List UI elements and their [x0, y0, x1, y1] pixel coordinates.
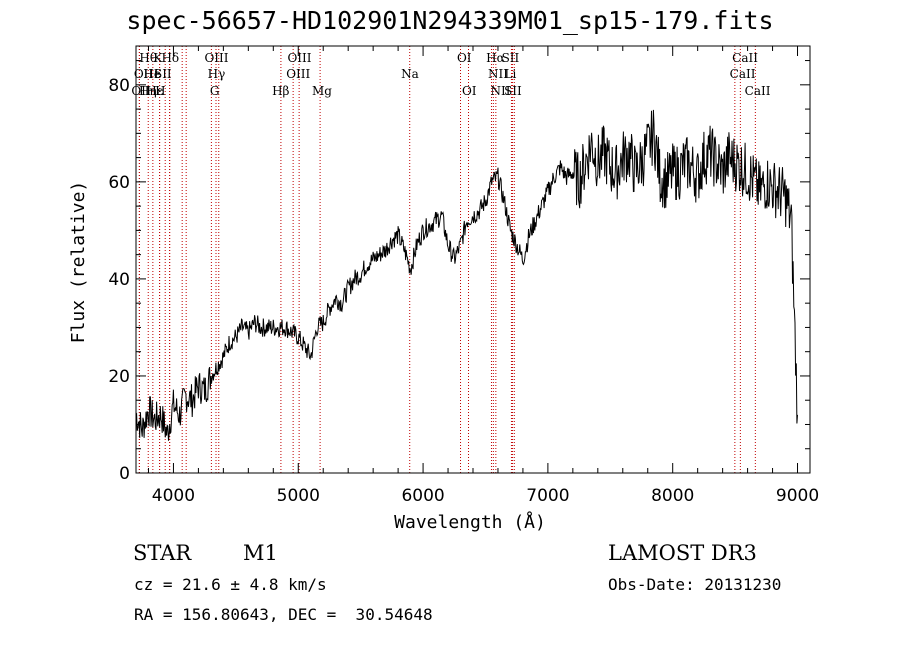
line-label-20: OI — [462, 84, 477, 98]
line-label-0: Hθ — [139, 51, 157, 65]
line-label-17: Mg — [312, 84, 332, 98]
y-axis-label: Flux (relative) — [68, 181, 89, 344]
x-tick-label-0: 4000 — [152, 486, 195, 506]
line-label-21: Hα — [486, 51, 505, 65]
line-label-13: G — [210, 84, 220, 98]
object-class: STAR — [133, 541, 192, 565]
line-label-24: Li — [505, 67, 517, 81]
line-label-12: Hγ — [208, 67, 226, 81]
x-tick-label-4: 8000 — [651, 486, 694, 506]
line-label-22: SII — [502, 51, 520, 65]
line-label-27: CaII — [732, 51, 758, 65]
line-label-16: OIII — [286, 67, 310, 81]
plot-frame — [135, 45, 811, 474]
line-label-10: Hδ — [161, 51, 179, 65]
line-label-25: NII — [490, 84, 510, 98]
line-label-8: SII — [154, 67, 172, 81]
x-axis-label: Wavelength (Å) — [394, 511, 546, 533]
line-label-1: OII — [134, 67, 154, 81]
axis-ticks: 4000 5000 6000 7000 8000 9000 0 20 40 60 80 — [108, 46, 819, 506]
line-label-9: H — [155, 84, 165, 98]
line-label-29: CaII — [745, 84, 771, 98]
x-tick-label-1: 5000 — [277, 486, 320, 506]
line-label-11: OIII — [204, 51, 228, 65]
line-label-7: I — [154, 67, 159, 81]
line-label-6: Hε — [146, 84, 163, 98]
object-subclass: M1 — [243, 541, 278, 565]
y-tick-label-4: 80 — [108, 76, 130, 96]
x-tick-label-5: 9000 — [776, 486, 819, 506]
survey-name: LAMOST DR3 — [608, 541, 757, 565]
coordinates: RA = 156.80643, DEC = 30.54648 — [134, 605, 433, 624]
spectrum-line — [135, 109, 798, 441]
x-tick-label-2: 6000 — [401, 486, 444, 506]
line-label-5: K — [153, 51, 163, 65]
observation-date: Obs-Date: 20131230 — [608, 575, 782, 594]
x-tick-label-3: 7000 — [526, 486, 569, 506]
y-tick-label-3: 60 — [108, 173, 130, 193]
y-tick-label-1: 20 — [108, 367, 130, 387]
y-tick-label-2: 40 — [108, 270, 130, 290]
line-label-23: NII — [488, 67, 508, 81]
y-tick-label-0: 0 — [119, 464, 130, 484]
line-label-15: OIII — [287, 51, 311, 65]
line-label-19: OI — [457, 51, 472, 65]
spectral-line-markers — [138, 46, 756, 473]
line-label-14: Hβ — [272, 84, 289, 98]
chart-title: spec-56657-HD102901N294339M01_sp15-179.f… — [126, 6, 774, 35]
line-label-4: He — [143, 67, 161, 81]
line-label-18: Na — [401, 67, 419, 81]
line-label-26: SII — [504, 84, 522, 98]
line-label-28: CaII — [730, 67, 756, 81]
redshift-velocity: cz = 21.6 ± 4.8 km/s — [134, 575, 327, 594]
line-label-3: Hη — [139, 84, 157, 98]
